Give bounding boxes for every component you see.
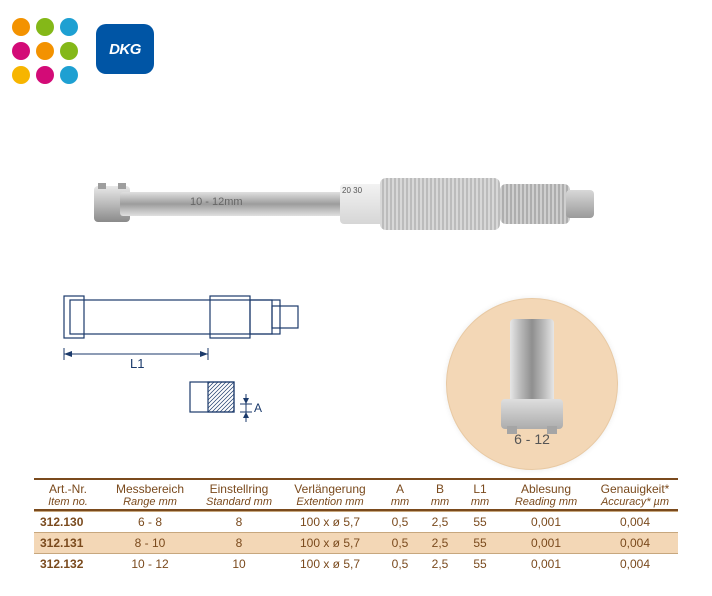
table-cell: 0,5 [380,533,420,553]
dim-l1: L1 [130,356,144,371]
table-header-cell: MessbereichRange mm [102,480,198,509]
table-cell: 100 x ø 5,7 [280,533,380,553]
table-cell: 0,004 [592,554,678,574]
dim-a: A [254,401,262,415]
detail-circle: 6 - 12 [446,298,618,470]
logo-dots [12,18,78,84]
table-header-cell: Genauigkeit*Accuracy* µm [592,480,678,509]
table-cell: 8 [198,512,280,532]
table-header-cell: L1mm [460,480,500,509]
table-cell: 312.132 [34,554,102,574]
table-body: 312.1306 - 88100 x ø 5,70,52,5550,0010,0… [34,511,678,574]
table-row: 312.1318 - 108100 x ø 5,70,52,5550,0010,… [34,532,678,553]
table-cell: 100 x ø 5,7 [280,554,380,574]
table-cell: 0,5 [380,512,420,532]
table-cell: 55 [460,554,500,574]
dkg-badge: DKG [96,24,154,74]
table-cell: 0,004 [592,533,678,553]
detail-shaft [510,319,554,405]
table-cell: 0,001 [500,512,592,532]
dkg-label: DKG [109,41,141,58]
table-row: 312.13210 - 1210100 x ø 5,70,52,5550,001… [34,553,678,574]
table-cell: 55 [460,533,500,553]
table-cell: 0,001 [500,533,592,553]
table-cell: 0,5 [380,554,420,574]
table-cell: 2,5 [420,533,460,553]
shaft-engraving: 10 - 12mm [190,196,243,208]
table-header-cell: Amm [380,480,420,509]
product-photo: 10 - 12mm 20 30 [80,150,640,260]
spec-table: Art.-Nr.Item no.MessbereichRange mmEinst… [34,478,678,574]
drawing-svg: L1 A [60,290,320,430]
table-cell: 312.131 [34,533,102,553]
table-header-cell: Art.-Nr.Item no. [34,480,102,509]
table-header-row: Art.-Nr.Item no.MessbereichRange mmEinst… [34,480,678,509]
technical-drawing: L1 A [60,290,320,430]
table-cell: 312.130 [34,512,102,532]
table-row: 312.1306 - 88100 x ø 5,70,52,5550,0010,0… [34,511,678,532]
table-header-cell: Bmm [420,480,460,509]
thimble-barrel [380,178,500,230]
detail-head [501,399,563,429]
detail-caption: 6 - 12 [514,431,550,447]
table-cell: 6 - 8 [102,512,198,532]
end-cap [566,190,594,218]
table-header-cell: AblesungReading mm [500,480,592,509]
table-cell: 100 x ø 5,7 [280,512,380,532]
table-cell: 8 [198,533,280,553]
table-cell: 0,004 [592,512,678,532]
table-cell: 2,5 [420,512,460,532]
table-header-cell: EinstellringStandard mm [198,480,280,509]
table-cell: 10 - 12 [102,554,198,574]
table-cell: 55 [460,512,500,532]
ratchet-knob [500,184,570,224]
table-cell: 0,001 [500,554,592,574]
table-cell: 2,5 [420,554,460,574]
table-header-cell: VerlängerungExtention mm [280,480,380,509]
table-cell: 10 [198,554,280,574]
table-cell: 8 - 10 [102,533,198,553]
